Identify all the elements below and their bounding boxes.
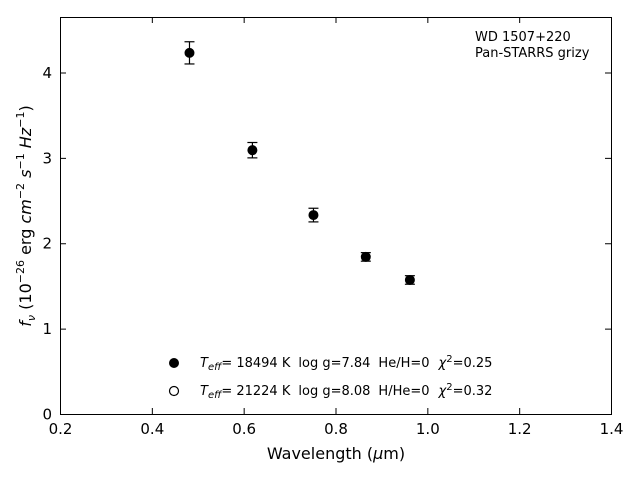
x-axis-title: Wavelength (μm)	[267, 444, 405, 463]
y-axis-title: fν (10−26 erg cm−2 s−1 Hz−1)	[14, 105, 38, 326]
y-tick-label: 4	[42, 64, 52, 82]
y-tick-label: 1	[42, 320, 52, 338]
data-points	[184, 41, 415, 285]
y-tick-label: 0	[42, 406, 52, 424]
axis-ticks: 0.2 0.4 0.6 0.8 1.0 1.2 1.4 0 1 2 3 4	[42, 17, 623, 438]
y-tick-label: 2	[42, 235, 52, 253]
data-point	[308, 210, 319, 221]
x-tick-label: 0.2	[49, 420, 73, 438]
annotation-line-1: WD 1507+220	[475, 30, 571, 45]
y-tick-label: 3	[42, 149, 52, 167]
data-point	[184, 47, 195, 58]
x-tick-label: 0.8	[324, 420, 348, 438]
data-point	[247, 145, 258, 156]
x-tick-label: 1.0	[416, 420, 440, 438]
x-tick-label: 1.4	[600, 420, 624, 438]
x-tick-label: 0.6	[232, 420, 256, 438]
x-tick-label: 1.2	[508, 420, 532, 438]
legend-marker-open	[168, 385, 180, 397]
svg-text:fν (10−26 erg cm−2 s−1 Hz−1): fν (10−26 erg cm−2 s−1 Hz−1)	[14, 105, 38, 326]
annotation-line-2: Pan-STARRS grizy	[475, 46, 590, 61]
x-tick-label: 0.4	[140, 420, 164, 438]
legend-marker-filled	[169, 358, 179, 368]
data-point	[404, 274, 415, 285]
plot-frame	[60, 17, 612, 415]
data-point	[360, 251, 371, 262]
